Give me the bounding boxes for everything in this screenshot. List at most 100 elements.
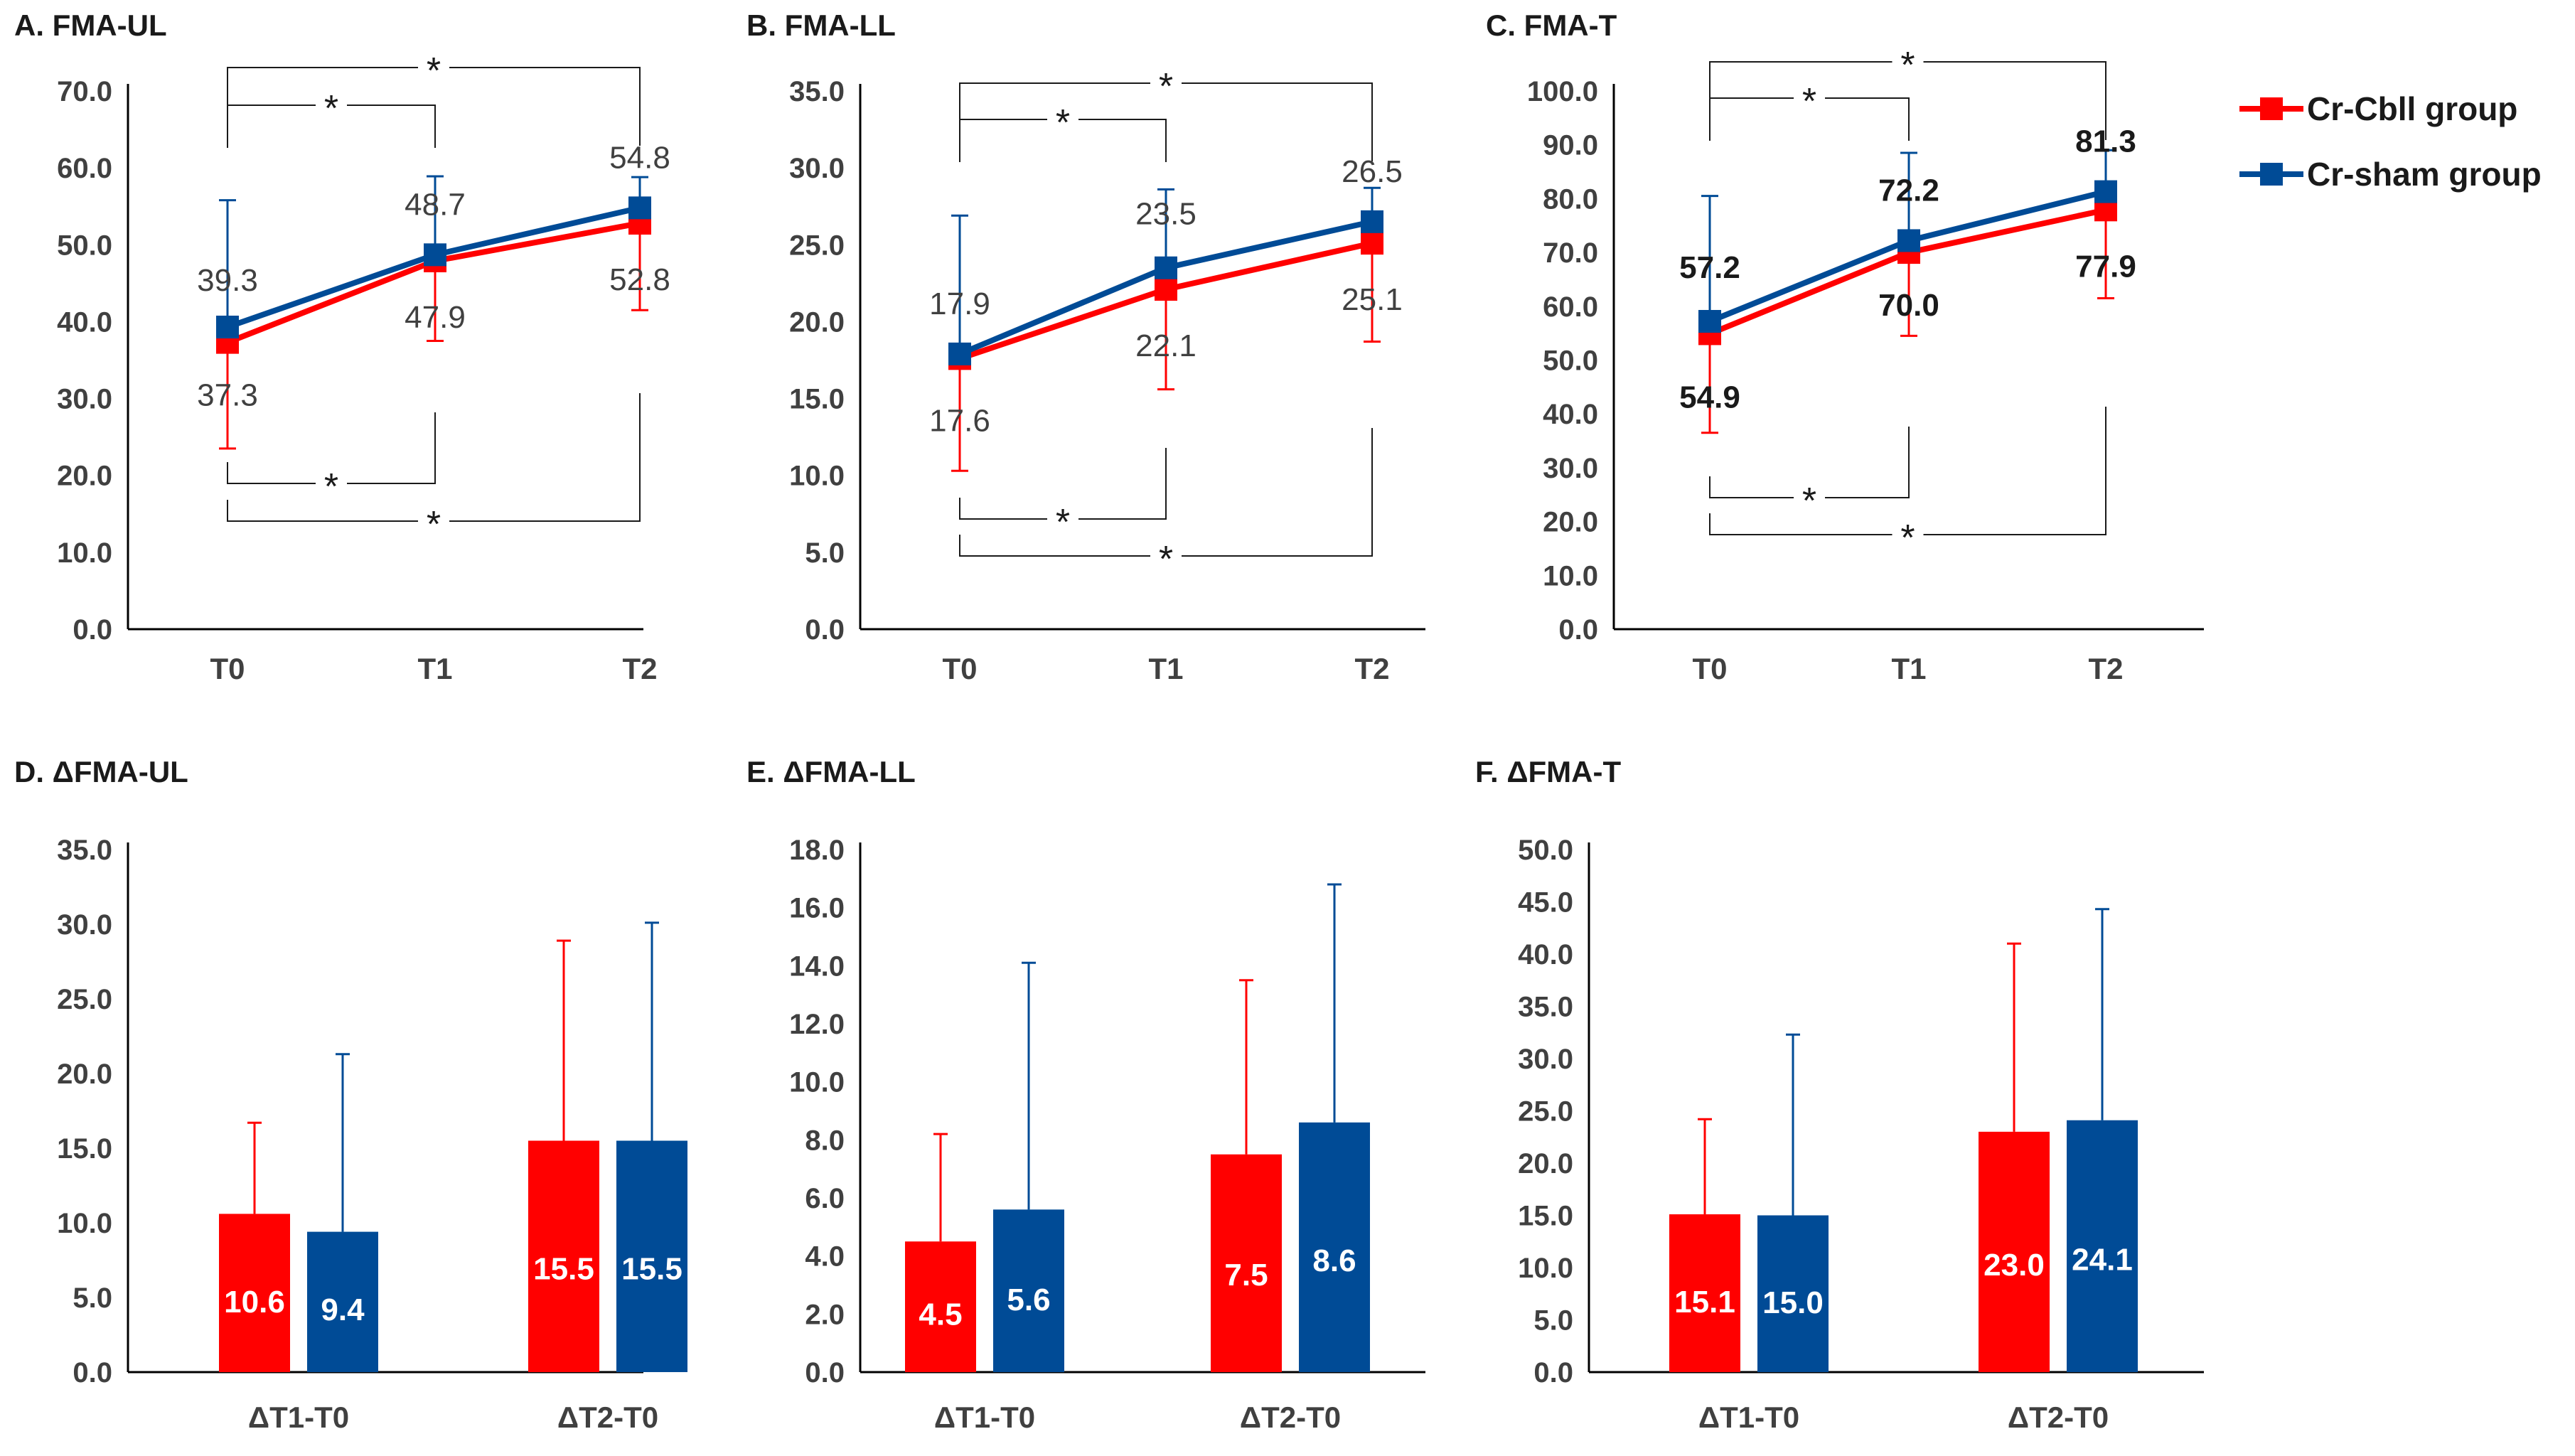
legend: Cr-Cbll group Cr-sham group [2239, 90, 2542, 193]
significance-gap [1047, 505, 1078, 533]
legend-marker-swatch [2260, 97, 2283, 120]
data-point [948, 342, 971, 365]
significance-star: * [427, 50, 441, 92]
y-tick-label: 15.0 [57, 1133, 112, 1165]
y-tick-label: 25.0 [1518, 1096, 1573, 1128]
y-tick-label: 25.0 [789, 230, 845, 261]
y-tick-label: 14.0 [789, 951, 845, 982]
data-label: 54.9 [1679, 380, 1740, 414]
bar-value-label: 5.6 [1007, 1283, 1050, 1317]
data-point [1361, 210, 1383, 233]
bar-value-label: 10.6 [224, 1285, 285, 1320]
y-tick-label: 30.0 [1518, 1044, 1573, 1075]
y-tick-label: 25.0 [57, 984, 112, 1015]
data-label: 26.5 [1342, 154, 1403, 189]
y-tick-label: 10.0 [57, 537, 112, 569]
y-tick-label: 40.0 [57, 306, 112, 338]
y-tick-label: 35.0 [1518, 992, 1573, 1023]
data-label: 25.1 [1342, 282, 1403, 317]
y-tick-label: 70.0 [57, 76, 112, 107]
data-point [424, 243, 446, 267]
panel-title: E. ΔFMA-LL [746, 755, 916, 788]
y-tick-label: 35.0 [789, 76, 845, 107]
x-tick-label: T1 [1148, 652, 1183, 685]
bar [993, 1209, 1064, 1372]
bar-value-label: 15.5 [533, 1252, 594, 1287]
y-tick-label: 50.0 [1518, 835, 1573, 866]
y-tick-label: 18.0 [789, 835, 845, 866]
y-tick-label: 2.0 [805, 1299, 845, 1330]
bar [905, 1241, 976, 1372]
bar-value-label: 7.5 [1224, 1258, 1268, 1292]
y-tick-label: 30.0 [789, 153, 845, 184]
chart-panels: A. FMA-UL 0.0 10.0 20.0 30.0 40.0 50.0 60.0 70.0… [14, 9, 2204, 1434]
x-tick-label: T1 [417, 652, 452, 685]
data-point [1155, 278, 1177, 301]
y-tick-label: 100.0 [1527, 76, 1598, 107]
significance-star: * [1900, 518, 1915, 559]
panel-F: F. ΔFMA-T 0.0 5.0 10.0 15.0 20.0 25.0 30.0 35.0 4… [1475, 755, 2204, 1434]
data-label: 17.6 [929, 403, 990, 438]
bar-value-label: 15.1 [1674, 1285, 1735, 1320]
x-tick-label: T0 [1692, 652, 1727, 685]
y-tick-label: 15.0 [1518, 1201, 1573, 1232]
significance-star: * [1900, 45, 1915, 86]
y-tick-label: 30.0 [57, 384, 112, 415]
x-tick-label: ΔT1-T0 [248, 1401, 349, 1434]
bar-value-label: 8.6 [1312, 1243, 1356, 1278]
y-tick-label: 5.0 [1533, 1305, 1573, 1337]
data-label: 81.3 [2075, 124, 2136, 159]
significance-gap [1794, 483, 1825, 512]
series-cr-cbll [948, 232, 1383, 472]
x-tick-label: T0 [942, 652, 977, 685]
legend-marker-swatch [2260, 163, 2283, 186]
y-tick-label: 0.0 [805, 1357, 845, 1388]
data-point [216, 315, 239, 338]
bar [1299, 1122, 1370, 1372]
y-tick-label: 0.0 [805, 614, 845, 646]
significance-star: * [1159, 66, 1173, 107]
data-label: 23.5 [1135, 197, 1197, 232]
x-tick-label: T2 [2088, 652, 2123, 685]
x-tick-label: ΔT1-T0 [1698, 1401, 1799, 1434]
y-tick-label: 50.0 [57, 230, 112, 261]
y-tick-label: 30.0 [1543, 453, 1598, 484]
bar-value-label: 23.0 [1984, 1248, 2045, 1283]
y-tick-label: 0.0 [1533, 1357, 1573, 1388]
y-tick-label: 4.0 [805, 1241, 845, 1273]
panel-B: B. FMA-LL 0.0 5.0 10.0 15.0 20.0 25.0 30.0 35.0 T… [746, 9, 1425, 685]
y-tick-label: 0.0 [73, 1357, 112, 1388]
legend-label: Cr-Cbll group [2307, 90, 2517, 127]
y-tick-label: 5.0 [805, 537, 845, 569]
bar [1211, 1154, 1282, 1372]
legend-item: Cr-sham group [2239, 156, 2542, 193]
bar [616, 1140, 687, 1372]
y-tick-label: 0.0 [73, 614, 112, 646]
y-tick-label: 20.0 [1543, 507, 1598, 538]
data-point [1361, 232, 1383, 255]
significance-gap [1150, 69, 1182, 97]
significance-bracket [227, 393, 641, 522]
bar [2067, 1120, 2138, 1372]
y-tick-label: 30.0 [57, 909, 112, 941]
y-tick-label: 10.0 [57, 1208, 112, 1239]
significance-gap [1794, 84, 1825, 112]
y-tick-label: 50.0 [1543, 346, 1598, 377]
significance-gap [1892, 520, 1924, 549]
bar [219, 1214, 290, 1372]
y-tick-label: 45.0 [1518, 887, 1573, 919]
y-tick-label: 10.0 [789, 1067, 845, 1098]
series-cr-cbll [1698, 198, 2117, 434]
bar-value-label: 24.1 [2072, 1243, 2133, 1278]
data-label: 52.8 [609, 262, 670, 297]
x-tick-label: ΔT2-T0 [2008, 1401, 2109, 1434]
panel-title: F. ΔFMA-T [1475, 755, 1621, 788]
data-point [1897, 229, 1920, 252]
panel-title: B. FMA-LL [746, 9, 896, 42]
y-tick-label: 10.0 [789, 461, 845, 492]
bar-value-label: 15.5 [621, 1252, 682, 1287]
significance-star: * [1802, 481, 1816, 522]
series-cr-sham [948, 186, 1383, 365]
y-tick-label: 12.0 [789, 1009, 845, 1040]
